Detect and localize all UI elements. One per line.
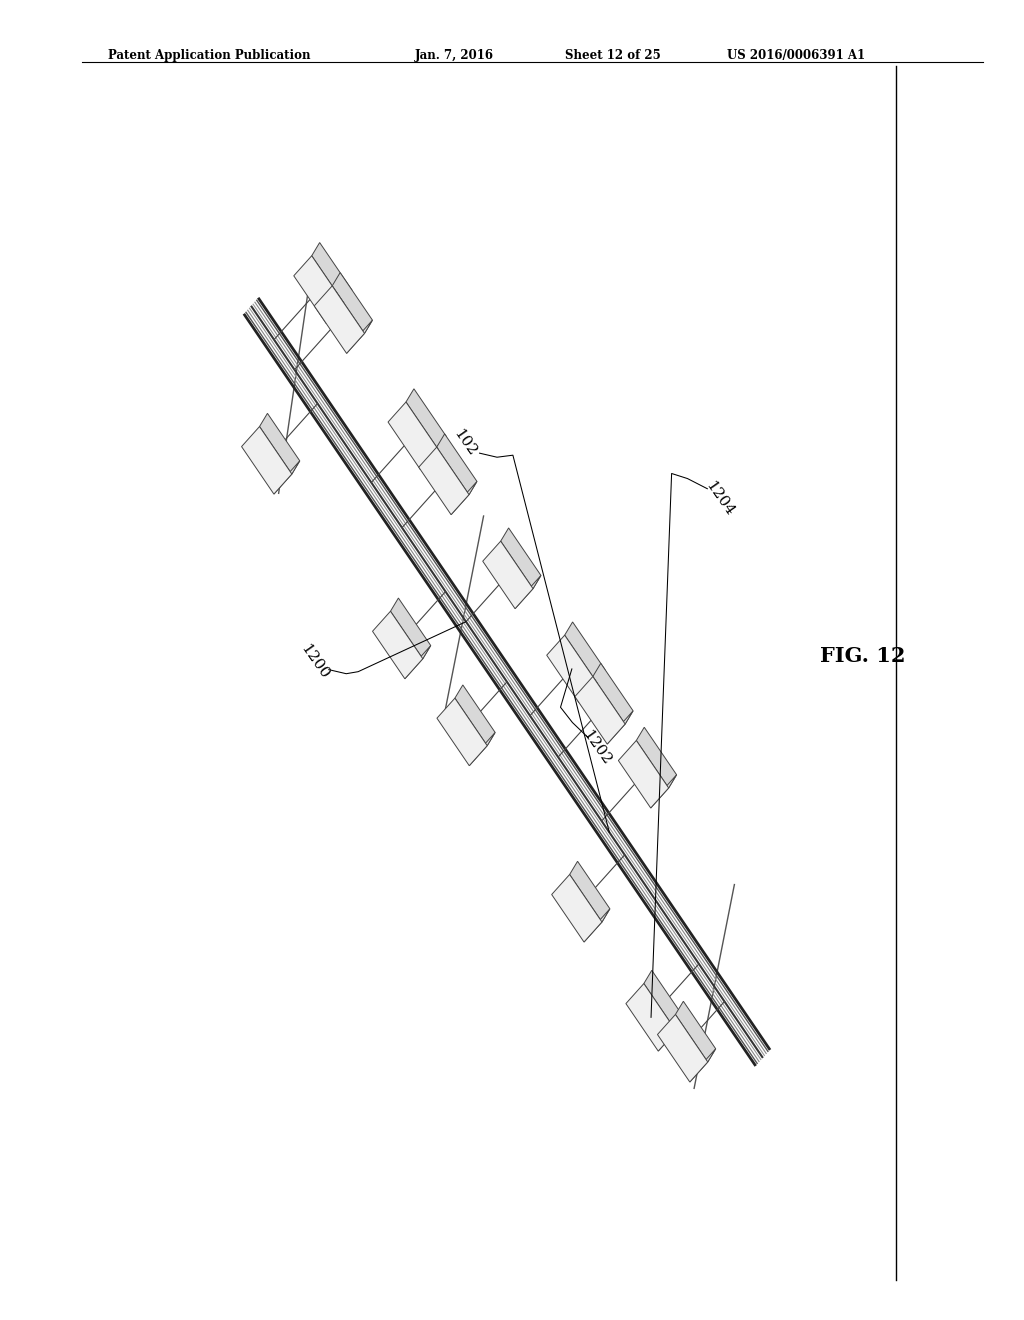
- Text: Sheet 12 of 25: Sheet 12 of 25: [565, 49, 662, 62]
- Polygon shape: [469, 733, 496, 766]
- Polygon shape: [501, 528, 541, 589]
- Text: US 2016/0006391 A1: US 2016/0006391 A1: [727, 49, 865, 62]
- Polygon shape: [547, 635, 597, 702]
- Text: 1200: 1200: [298, 642, 332, 681]
- Polygon shape: [658, 1018, 684, 1051]
- Polygon shape: [294, 256, 344, 323]
- Polygon shape: [452, 482, 477, 515]
- Polygon shape: [242, 426, 292, 494]
- Polygon shape: [259, 413, 300, 474]
- Polygon shape: [676, 1002, 716, 1063]
- Text: Jan. 7, 2016: Jan. 7, 2016: [415, 49, 494, 62]
- Text: 1204: 1204: [702, 479, 736, 519]
- Polygon shape: [406, 389, 446, 450]
- Polygon shape: [373, 611, 423, 678]
- Polygon shape: [552, 874, 602, 942]
- Polygon shape: [311, 243, 352, 304]
- Polygon shape: [273, 461, 300, 494]
- Polygon shape: [690, 1049, 716, 1082]
- Polygon shape: [326, 290, 352, 323]
- Polygon shape: [390, 598, 431, 659]
- Polygon shape: [455, 685, 496, 746]
- Polygon shape: [404, 645, 431, 678]
- Polygon shape: [437, 698, 487, 766]
- Polygon shape: [593, 664, 633, 725]
- Polygon shape: [636, 727, 677, 788]
- Polygon shape: [579, 669, 605, 702]
- Text: 102: 102: [452, 426, 479, 459]
- Polygon shape: [388, 403, 438, 470]
- Polygon shape: [346, 321, 373, 354]
- Polygon shape: [650, 775, 677, 808]
- Polygon shape: [332, 273, 373, 334]
- Text: FIG. 12: FIG. 12: [820, 647, 905, 667]
- Polygon shape: [574, 677, 625, 744]
- Polygon shape: [607, 711, 633, 744]
- Polygon shape: [564, 622, 605, 682]
- Polygon shape: [584, 908, 610, 942]
- Polygon shape: [419, 447, 469, 515]
- Polygon shape: [482, 541, 534, 609]
- Polygon shape: [618, 741, 669, 808]
- Polygon shape: [626, 983, 676, 1051]
- Polygon shape: [436, 434, 477, 495]
- Text: 1202: 1202: [580, 727, 613, 768]
- Polygon shape: [644, 970, 684, 1031]
- Polygon shape: [515, 576, 541, 609]
- Text: Patent Application Publication: Patent Application Publication: [108, 49, 310, 62]
- Polygon shape: [569, 861, 610, 921]
- Polygon shape: [657, 1015, 708, 1082]
- Polygon shape: [314, 286, 365, 354]
- Polygon shape: [421, 437, 446, 470]
